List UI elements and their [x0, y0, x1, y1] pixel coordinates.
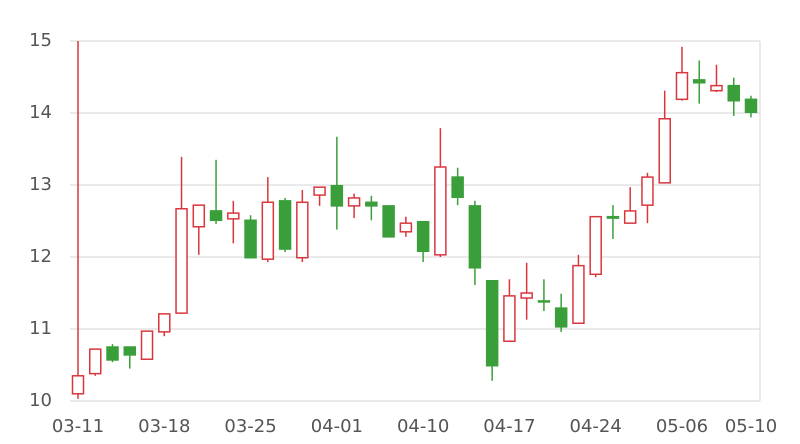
candle-body — [227, 212, 240, 220]
x-tick-label: 03-11 — [52, 416, 104, 437]
candle-body — [71, 375, 85, 395]
candle-body — [347, 197, 361, 207]
candle-body — [727, 84, 740, 102]
candle-body — [485, 280, 499, 367]
x-tick-label: 05-06 — [656, 416, 708, 437]
candle-body — [365, 201, 378, 207]
x-tick-label: 04-10 — [397, 416, 449, 437]
x-tick-label: 03-18 — [138, 416, 190, 437]
y-tick-label: 14 — [29, 102, 52, 123]
x-tick-label: 04-24 — [570, 416, 622, 437]
candle-body — [192, 204, 206, 228]
candle-body — [451, 176, 464, 198]
candle-body — [244, 219, 257, 259]
candle-body — [313, 186, 326, 196]
candle-body — [123, 346, 137, 356]
candle-body — [330, 184, 344, 207]
candle-body — [106, 346, 119, 361]
y-tick-label: 15 — [29, 30, 52, 51]
candle-body — [209, 210, 223, 222]
y-tick-label: 10 — [29, 390, 52, 411]
candle-body — [158, 313, 171, 333]
candle-body — [572, 264, 585, 324]
candle-body — [520, 292, 533, 299]
candle-body — [140, 330, 154, 360]
candle-body — [623, 210, 637, 224]
candle-body — [399, 222, 413, 233]
candle-body — [658, 118, 671, 184]
y-tick-label: 12 — [29, 246, 52, 267]
candle-body — [382, 205, 395, 238]
candle-body — [261, 201, 275, 260]
candle-body — [710, 84, 723, 92]
candle-body — [537, 300, 551, 303]
candle-body — [416, 220, 430, 252]
candle-body — [675, 71, 689, 101]
candle-body — [554, 307, 568, 328]
candle-body — [641, 176, 654, 206]
candle-body — [692, 79, 706, 84]
y-tick-label: 13 — [29, 174, 52, 195]
candle-body — [503, 295, 516, 342]
candle-body — [89, 348, 102, 375]
y-tick-label: 11 — [29, 318, 52, 339]
candle-body — [606, 215, 620, 219]
x-tick-label: 04-01 — [311, 416, 363, 437]
x-tick-label: 03-25 — [224, 416, 276, 437]
candle-body — [278, 200, 292, 250]
candle-body — [468, 205, 482, 269]
candle-body — [296, 201, 309, 259]
x-tick-label: 04-17 — [483, 416, 535, 437]
candle-body — [434, 166, 447, 256]
x-tick-label: 05-10 — [725, 416, 777, 437]
candle-body — [589, 215, 602, 276]
candle-body — [175, 208, 188, 314]
candle-body — [744, 98, 758, 114]
